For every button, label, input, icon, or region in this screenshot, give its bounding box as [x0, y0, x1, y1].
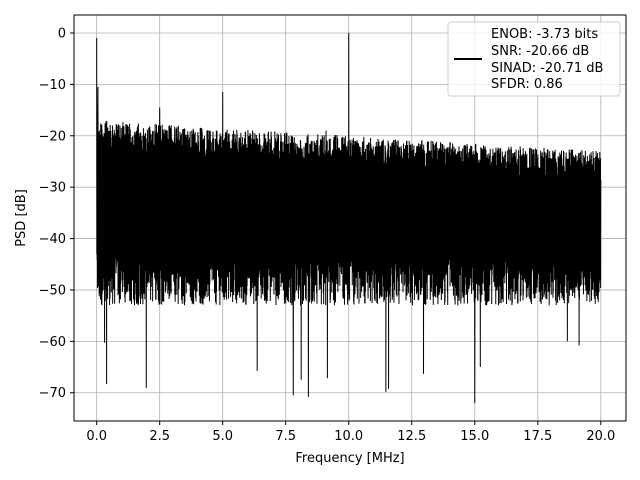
x-tick-label: 17.5 [523, 429, 552, 444]
x-tick-label: 10.0 [334, 429, 363, 444]
x-axis-ticks: 0.0 2.5 5.0 7.5 10.0 12.5 15.0 17.5 20.0 [86, 421, 615, 444]
x-tick-label: 5.0 [212, 429, 233, 444]
y-axis-label: PSD [dB] [14, 189, 29, 247]
x-tick-label: 7.5 [275, 429, 296, 444]
y-axis-ticks: 0 −10 −20 −30 −40 −50 −60 −70 [39, 26, 74, 401]
y-tick-label: −40 [39, 232, 66, 247]
y-tick-label: −60 [39, 335, 66, 350]
x-tick-label: 2.5 [149, 429, 170, 444]
psd-series-line [96, 32, 602, 404]
x-tick-label: 12.5 [397, 429, 426, 444]
y-tick-label: −10 [39, 78, 66, 93]
y-tick-label: 0 [58, 26, 66, 41]
plot-area [96, 32, 602, 404]
legend-entry-sinad: SINAD: -20.71 dB [491, 61, 603, 76]
x-tick-label: 15.0 [460, 429, 489, 444]
legend-box [447, 21, 621, 97]
y-tick-label: −30 [39, 181, 66, 196]
legend: ENOB: -3.73 bits SNR: -20.66 dB SINAD: -… [447, 21, 621, 97]
legend-entry-sfdr: SFDR: 0.86 [491, 77, 563, 92]
legend-entry-snr: SNR: -20.66 dB [491, 44, 589, 59]
legend-entry-enob: ENOB: -3.73 bits [491, 27, 598, 42]
y-tick-label: −70 [39, 386, 66, 401]
x-axis-label: Frequency [MHz] [295, 451, 404, 466]
y-tick-label: −20 [39, 129, 66, 144]
axes-frame [73, 14, 627, 422]
x-tick-label: 20.0 [586, 429, 615, 444]
x-tick-label: 0.0 [86, 429, 107, 444]
y-tick-label: −50 [39, 283, 66, 298]
